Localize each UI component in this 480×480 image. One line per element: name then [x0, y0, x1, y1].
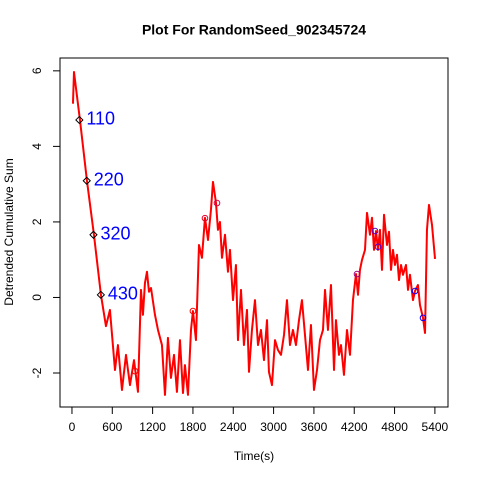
y-tick-label: -2	[30, 367, 44, 378]
annotation-label: 320	[100, 224, 130, 244]
x-tick-label: 1800	[180, 420, 207, 434]
diamond-marker	[75, 115, 84, 125]
marker	[371, 227, 379, 235]
diamond-marker	[82, 176, 91, 185]
annotation-label: 220	[94, 170, 124, 190]
y-tick-label: 0	[30, 294, 44, 301]
chart-title: Plot For RandomSeed_902345724	[142, 22, 366, 38]
data-line	[71, 70, 437, 396]
marker	[353, 270, 361, 278]
y-axis-label: Detrended Cumulative Sum	[2, 158, 16, 305]
x-tick-label: 1200	[139, 420, 166, 434]
annotation-label: 430	[108, 284, 138, 304]
diamond-marker	[89, 230, 98, 239]
marker	[131, 367, 139, 375]
x-tick-label: 2400	[220, 420, 247, 434]
x-tick-label: 4200	[341, 420, 368, 434]
x-axis-label: Time(s)	[234, 449, 274, 463]
y-tick-label: 6	[30, 67, 44, 74]
x-tick-label: 3000	[260, 420, 287, 434]
y-tick-label: 4	[30, 143, 44, 150]
x-tick-label: 4800	[381, 420, 408, 434]
marker	[374, 243, 382, 251]
marker	[419, 314, 427, 322]
marker	[213, 199, 221, 207]
x-tick-label: 5400	[422, 420, 449, 434]
y-tick-label: 2	[30, 218, 44, 225]
diamond-marker	[96, 290, 106, 300]
marker	[189, 307, 197, 315]
marker	[411, 287, 419, 295]
annotation-label: 110	[86, 109, 115, 129]
x-tick-label: 600	[102, 420, 122, 434]
x-tick-label: 3600	[301, 420, 328, 434]
marker	[201, 214, 209, 222]
x-tick-label: 0	[69, 420, 76, 434]
